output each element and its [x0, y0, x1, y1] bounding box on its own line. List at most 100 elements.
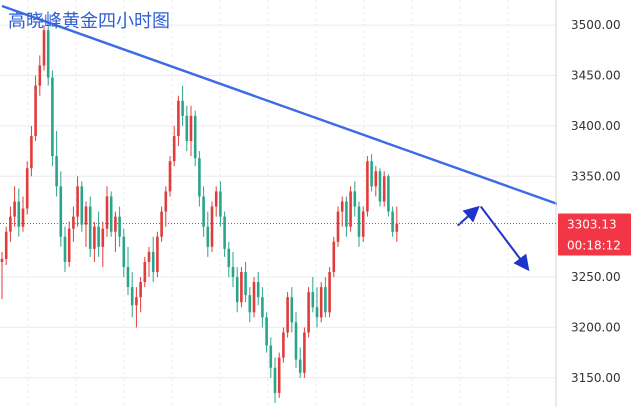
candle-body: [13, 201, 16, 217]
candle: [319, 282, 323, 323]
candle-body: [122, 236, 126, 267]
candle: [63, 226, 67, 273]
candle: [240, 266, 243, 308]
candle-body: [277, 357, 281, 393]
candle-body: [374, 171, 378, 187]
candle: [269, 337, 273, 378]
candle-body: [353, 191, 357, 207]
y-tick-label: 3250.00: [571, 270, 621, 284]
candle: [244, 261, 247, 303]
candle: [219, 181, 222, 227]
candle: [93, 221, 96, 262]
forecast-arrow-down: [480, 205, 530, 272]
candle: [114, 211, 117, 252]
candle-body: [172, 136, 176, 162]
candle-body: [324, 287, 327, 313]
candle-body: [219, 191, 222, 217]
candle: [328, 266, 331, 318]
candle-body: [336, 211, 340, 242]
candle-body: [315, 307, 319, 318]
candle-body: [9, 216, 12, 232]
candle-body: [147, 251, 151, 262]
candle: [349, 186, 352, 232]
candle-body: [177, 100, 180, 137]
candle-body: [135, 297, 138, 306]
candle-body: [206, 226, 210, 247]
candle: [21, 196, 25, 232]
y-tick-label: 3350.00: [571, 169, 621, 183]
candle: [311, 277, 315, 313]
candle-body: [25, 168, 29, 209]
forecast-arrow-layer: [457, 205, 530, 272]
candle-body: [303, 332, 306, 373]
candle-body: [164, 191, 168, 212]
candle: [51, 70, 54, 167]
candle: [206, 211, 210, 257]
candle: [214, 186, 218, 217]
candle-body: [332, 241, 336, 273]
candle-body: [101, 228, 105, 247]
candle-body: [185, 115, 189, 142]
candle-body: [261, 297, 264, 318]
candle-body: [198, 158, 201, 197]
candle-body: [93, 226, 96, 249]
candle: [315, 287, 319, 328]
forecast-arrow-up: [457, 205, 480, 227]
candle-body: [345, 201, 348, 227]
candle: [345, 196, 348, 237]
candle: [391, 206, 394, 237]
candle: [210, 201, 214, 252]
candle: [13, 186, 16, 227]
candle: [59, 171, 63, 247]
candle-body: [139, 282, 142, 298]
candle-body: [286, 297, 289, 333]
candle-body: [17, 201, 21, 227]
candle: [395, 206, 399, 242]
candle-body: [160, 211, 163, 237]
candle-body: [319, 287, 323, 318]
candle: [4, 226, 8, 265]
candle: [135, 287, 138, 328]
y-tick-label: 3200.00: [571, 320, 621, 334]
candle: [17, 188, 21, 237]
candle-body: [0, 258, 4, 262]
candle-body: [273, 367, 277, 393]
candle: [72, 206, 75, 242]
candle-body: [156, 236, 159, 273]
candle-body: [378, 171, 382, 202]
candle-body: [21, 208, 25, 227]
candle: [298, 347, 302, 378]
candle: [227, 241, 231, 278]
candle: [126, 246, 130, 296]
candle: [286, 292, 289, 338]
candle-body: [67, 228, 71, 262]
candle-body: [30, 136, 33, 169]
y-tick-label: 3400.00: [571, 119, 621, 133]
candle: [168, 156, 172, 197]
candle-body: [256, 282, 260, 298]
candle: [160, 206, 163, 242]
candle: [294, 312, 298, 368]
candle: [370, 154, 373, 192]
candle-body: [311, 292, 315, 308]
candle: [340, 196, 344, 227]
candle: [324, 277, 327, 318]
candle-body: [114, 216, 117, 232]
candle-body: [248, 295, 252, 313]
candle: [273, 357, 277, 403]
candle: [256, 272, 260, 306]
candle-body: [307, 292, 310, 333]
candle-body: [143, 261, 147, 283]
candle: [88, 196, 92, 257]
candle-body: [59, 186, 63, 237]
candle: [139, 277, 142, 313]
candle-body: [109, 196, 113, 232]
candle-body: [168, 161, 172, 192]
candle-body: [340, 201, 344, 212]
candle-body: [55, 156, 58, 187]
candle: [353, 181, 357, 217]
candle: [34, 75, 37, 142]
y-tick-label: 3450.00: [571, 69, 621, 83]
candle-body: [387, 176, 390, 212]
candle-body: [4, 231, 8, 259]
